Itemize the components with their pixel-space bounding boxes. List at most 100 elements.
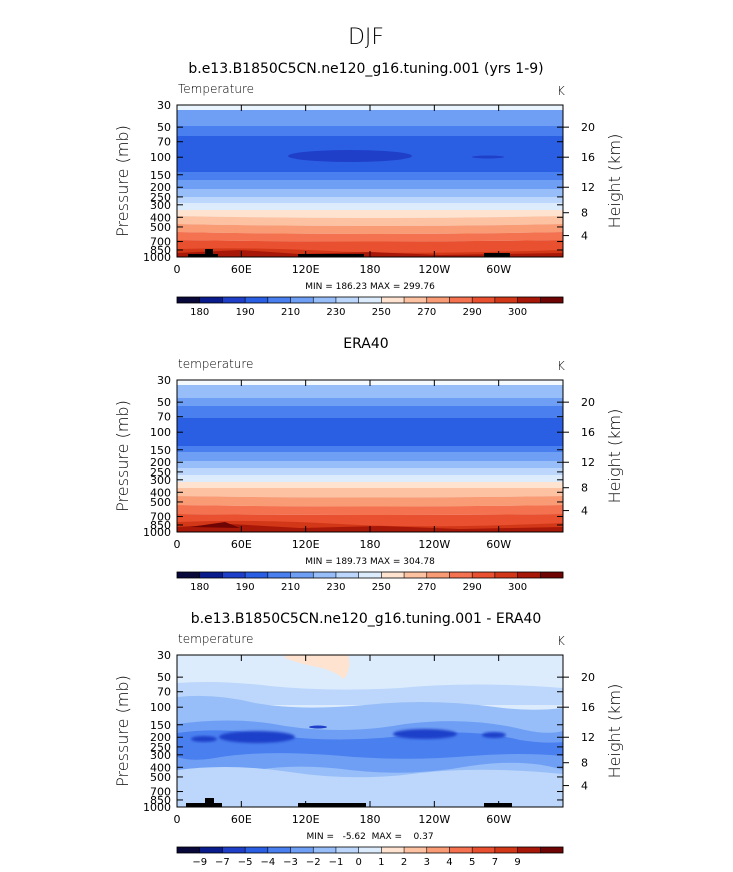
- colorbar-label: −7: [215, 857, 230, 868]
- colorbar-swatch: [494, 572, 518, 578]
- pressure-tick-label: 200: [150, 456, 171, 469]
- pressure-tick-label: 150: [150, 719, 171, 732]
- colorbar-swatch: [540, 297, 564, 303]
- colorbar-swatch: [267, 572, 291, 578]
- pressure-tick-label: 1000: [143, 251, 171, 264]
- colorbar-label: 290: [463, 307, 482, 318]
- panel-diff-field: [177, 655, 563, 807]
- height-tick-label: 4: [581, 780, 588, 793]
- pressure-tick-label: 400: [150, 486, 171, 499]
- longitude-tick-label: 180: [360, 538, 381, 551]
- pressure-tick-label: 200: [150, 731, 171, 744]
- height-tick-label: 16: [581, 701, 595, 714]
- panel-obs-bottom-axis: 0 60E 120E 180 120W 60W: [174, 380, 511, 551]
- colorbar-swatch: [449, 297, 473, 303]
- longitude-tick-label: 120W: [418, 538, 450, 551]
- height-tick-label: 20: [581, 671, 595, 684]
- colorbar-label: 180: [190, 582, 209, 593]
- pressure-tick-label: 100: [150, 151, 171, 164]
- colorbar-swatch: [404, 572, 428, 578]
- colorbar-swatch: [267, 297, 291, 303]
- pressure-tick-label: 250: [150, 466, 171, 479]
- panel-obs-title: ERA40: [343, 336, 388, 352]
- colorbar-swatch: [517, 572, 541, 578]
- colorbar-swatch: [517, 297, 541, 303]
- colorbar-label: −5: [238, 857, 253, 868]
- colorbar-label: 5: [469, 857, 475, 868]
- longitude-tick-label: 60E: [231, 538, 252, 551]
- pressure-tick-label: 50: [157, 121, 171, 134]
- colorbar-swatch: [472, 572, 496, 578]
- pressure-tick-label: 500: [150, 496, 171, 509]
- colorbar-swatch: [381, 572, 405, 578]
- pressure-tick-label: 30: [157, 649, 171, 662]
- colorbar-frame: [176, 846, 564, 854]
- colorbar-swatch: [290, 297, 314, 303]
- colorbar-label: 9: [514, 857, 520, 868]
- colorbar-swatch: [313, 847, 337, 853]
- colorbar-label: 210: [281, 582, 300, 593]
- colorbar-swatch: [404, 297, 428, 303]
- colorbar-swatch: [540, 847, 564, 853]
- colorbar-swatch: [449, 847, 473, 853]
- height-tick-label: 4: [581, 230, 588, 243]
- panel-model-units: K: [557, 84, 565, 98]
- height-tick-label: 12: [581, 731, 595, 744]
- colorbar-label: 1: [378, 857, 384, 868]
- colorbar-swatch: [199, 572, 223, 578]
- colorbar-label: −2: [306, 857, 321, 868]
- pressure-tick-label: 150: [150, 444, 171, 457]
- panel-diff-right-axis: 20 16 12 8 4: [563, 671, 595, 793]
- colorbar-label: 270: [417, 307, 436, 318]
- colorbar-swatch: [472, 847, 496, 853]
- colorbar-swatch: [335, 847, 359, 853]
- colorbar-swatch: [245, 297, 269, 303]
- colorbar-label: 190: [236, 307, 255, 318]
- colorbar-swatch: [381, 847, 405, 853]
- colorbar-swatch: [426, 572, 450, 578]
- colorbar-label: 300: [508, 307, 527, 318]
- pressure-tick-label: 700: [150, 786, 171, 799]
- panel-model-variable-label: Temperature: [178, 82, 254, 96]
- colorbar-label: −9: [192, 857, 207, 868]
- panel-obs-colorbar: 180 190 210 230 250 270 290 300: [176, 571, 564, 593]
- pressure-tick-label: 850: [150, 244, 171, 257]
- pressure-tick-label: 300: [150, 199, 171, 212]
- colorbar-swatch: [290, 847, 314, 853]
- colorbar-label: 230: [326, 582, 345, 593]
- colorbar-label: 0: [355, 857, 361, 868]
- pressure-tick-label: 850: [150, 794, 171, 807]
- height-tick-label: 12: [581, 181, 595, 194]
- pressure-tick-label: 30: [157, 99, 171, 112]
- panel-model-stats: MIN = 186.23 MAX = 299.76: [305, 282, 435, 292]
- panel-diff-ylabel: Pressure (mb): [113, 675, 132, 787]
- colorbar-swatch: [358, 847, 382, 853]
- pressure-tick-label: 50: [157, 396, 171, 409]
- pressure-tick-label: 700: [150, 511, 171, 524]
- pressure-tick-label: 250: [150, 741, 171, 754]
- panel-diff-title: b.e13.B1850C5CN.ne120_g16.tuning.001 - E…: [191, 611, 542, 627]
- colorbar-swatch: [358, 297, 382, 303]
- pressure-tick-label: 500: [150, 221, 171, 234]
- panel-model-title: b.e13.B1850C5CN.ne120_g16.tuning.001 (yr…: [188, 61, 543, 77]
- pressure-tick-label: 500: [150, 771, 171, 784]
- height-tick-label: 8: [581, 482, 588, 495]
- colorbar-swatch: [449, 572, 473, 578]
- colorbar-swatch: [313, 297, 337, 303]
- longitude-tick-label: 60E: [231, 263, 252, 276]
- colorbar-swatch: [199, 847, 223, 853]
- colorbar-label: −1: [329, 857, 344, 868]
- colorbar-swatch: [494, 297, 518, 303]
- panel-obs-right-axis: 20 16 12 8 4: [563, 396, 595, 518]
- pressure-tick-label: 250: [150, 191, 171, 204]
- panel-diff-colorbar: −9 −7 −5 −4 −3 −2 −1 0 1 2 3 4 5 7 9: [176, 846, 564, 868]
- colorbar-label: 300: [508, 582, 527, 593]
- colorbar-label: 3: [424, 857, 430, 868]
- colorbar-swatch: [381, 297, 405, 303]
- longitude-tick-label: 60W: [486, 538, 511, 551]
- pressure-tick-label: 1000: [143, 526, 171, 539]
- longitude-tick-label: 120E: [292, 538, 320, 551]
- colorbar-label: 270: [417, 582, 436, 593]
